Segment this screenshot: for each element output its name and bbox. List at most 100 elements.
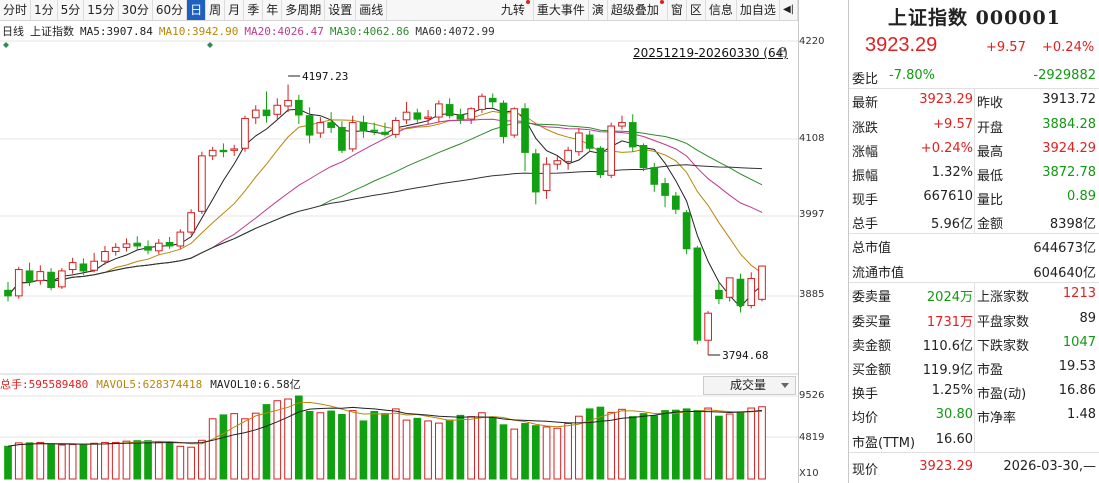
toolbar-right-6[interactable]: 信息 (706, 0, 737, 20)
toolbar-left-5[interactable]: 60分 (153, 0, 188, 20)
volume-legend: 总手:595589480 MAVOL5:628374418 MAVOL10:6.58… (0, 376, 301, 392)
quote-row: 流通市值 604640亿 (849, 258, 1099, 282)
candle-body (402, 111, 411, 121)
lock-icon[interactable] (778, 47, 787, 57)
toolbar-left-1[interactable]: 1分 (31, 0, 58, 20)
chart-type-label: 日线 (2, 25, 24, 38)
ma-label: MA20: (244, 25, 278, 38)
quote-field-value: 1047 (1062, 335, 1096, 350)
quote-panel: 上证指数 000001 3923.29 +9.57 +0.24% 委比 -7.80… (848, 0, 1099, 483)
quote-field-value: 1.32% (931, 165, 973, 180)
toolbar-left-9[interactable]: 季 (244, 0, 264, 20)
candle-body (758, 265, 766, 300)
toolbar-left-6[interactable]: 日 (187, 0, 207, 20)
volume-bar (758, 406, 766, 480)
volume-bar (284, 398, 292, 480)
toolbar-left-12[interactable]: 设置 (325, 0, 357, 20)
high-label: 4197.23 (302, 70, 348, 83)
candlestick-chart[interactable]: 4197.23 3794.68 (0, 0, 798, 483)
volume-bar (402, 419, 411, 480)
toolbar-left-3[interactable]: 15分 (84, 0, 119, 20)
toolbar-right-0[interactable]: 九转 (498, 0, 534, 20)
candle-body (241, 117, 249, 149)
quote-field-label: 委卖量 (852, 290, 892, 305)
ma-value: 3942.90 (191, 25, 239, 38)
quote-field-label: 总手 (852, 217, 879, 232)
volume-bar (273, 400, 282, 480)
toolbar-left-4[interactable]: 30分 (119, 0, 153, 20)
date-range-label[interactable]: 20251219-20260330 (64) (633, 46, 788, 60)
quote-row: 总市值 644673亿 (849, 233, 1099, 257)
volume-bar (607, 411, 616, 480)
toolbar-left-10[interactable]: 年 (263, 0, 283, 20)
candle-body (154, 242, 163, 252)
candle-body (639, 144, 648, 169)
mavol-line (7, 406, 763, 447)
toolbar-right-4[interactable]: 窗 (668, 0, 687, 20)
volume-indicator-select[interactable]: 成交量 (703, 376, 796, 395)
volume-bar (725, 413, 734, 480)
price-axis-label: 3885 (799, 289, 825, 300)
toolbar-left-11[interactable]: 多周期 (282, 0, 326, 20)
collapse-arrow-icon[interactable]: ◀| (780, 0, 798, 20)
volume-bar (338, 413, 346, 480)
candle-body (585, 134, 594, 149)
candle-body (671, 195, 680, 210)
candle-body (435, 103, 443, 118)
candle-body (607, 125, 616, 176)
ma-legend: 日线 上证指数 MA5:3907.84 MA10:3942.90 MA20:4026.4… (2, 23, 507, 39)
toolbar-right-7[interactable]: 加自选 (737, 0, 780, 20)
toolbar-left-13[interactable]: 画线 (356, 0, 388, 20)
volume-bar (715, 415, 723, 480)
volume-bar (467, 416, 476, 480)
volume-bar (133, 440, 142, 480)
toolbar-right-3[interactable]: 超级叠加 (608, 0, 668, 20)
quote-row: 涨幅 +0.24% 最高 3924.29 (849, 137, 1099, 161)
quote-field-label: 市盈 (977, 363, 1004, 378)
quote-row: 总手 5.96亿 金额 8398亿 (849, 209, 1099, 233)
quote-field-label: 市盈(动) (977, 387, 1027, 402)
volume-bar (478, 412, 486, 480)
candle-body (359, 122, 368, 132)
quote-row: 卖金额 110.6亿 下跌家数 1047 (849, 331, 1099, 355)
volume-bar (90, 442, 99, 480)
toolbar-right-2[interactable]: 演 (589, 0, 608, 20)
volume-bar (585, 408, 594, 480)
row-separator (849, 233, 1099, 234)
candle-body (478, 95, 486, 110)
quote-field-label: 市净率 (977, 411, 1017, 426)
candle-body (90, 260, 99, 271)
chart-divider (798, 0, 799, 483)
ma-value: 4026.47 (277, 25, 324, 38)
volume-bar (370, 410, 379, 480)
candle-body (208, 149, 217, 157)
mavol5-value: 628374418 (142, 378, 203, 391)
volume-bar (424, 420, 432, 480)
toolbar-right-1[interactable]: 重大事件 (534, 0, 589, 20)
column-separator (974, 88, 975, 233)
toolbar-left-0[interactable]: 分时 (0, 0, 32, 20)
volume-bar (316, 412, 325, 480)
candle-body (25, 270, 34, 283)
toolbar-left-2[interactable]: 5分 (58, 0, 85, 20)
candle-body (262, 109, 271, 117)
candle-body (650, 167, 659, 185)
volume-bar (650, 415, 659, 480)
candle-body (715, 289, 723, 300)
quote-field-label: 换手 (852, 387, 879, 402)
quote-field-value: 30.80 (935, 407, 973, 422)
volume-bar (488, 417, 497, 480)
toolbar-left-7[interactable]: 周 (206, 0, 226, 20)
toolbar-left-8[interactable]: 月 (225, 0, 245, 20)
volume-bar (176, 445, 185, 480)
quote-field-value: -2929882 (1033, 68, 1096, 83)
quote-field-value: 5.96亿 (931, 217, 973, 232)
volume-bar (219, 414, 228, 480)
quote-row: 均价 30.80 市净率 1.48 (849, 403, 1099, 427)
candle-body (381, 131, 389, 135)
candle-body (176, 231, 185, 247)
quote-field-label: 量比 (977, 193, 1004, 208)
volume-bar (14, 442, 23, 480)
candle-body (273, 104, 282, 115)
toolbar-right-5[interactable]: 区 (687, 0, 706, 20)
